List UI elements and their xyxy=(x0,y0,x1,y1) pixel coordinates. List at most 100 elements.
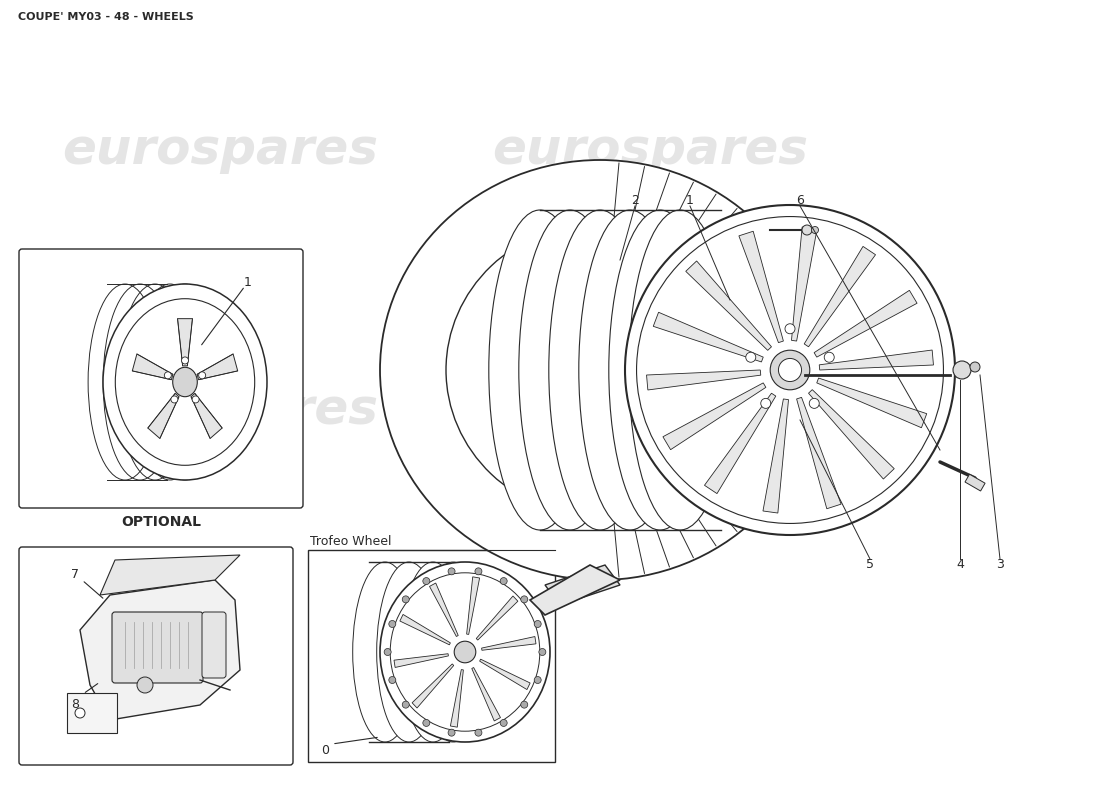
Polygon shape xyxy=(132,354,173,380)
Circle shape xyxy=(535,677,541,683)
Polygon shape xyxy=(739,231,783,342)
Ellipse shape xyxy=(549,210,651,530)
Polygon shape xyxy=(792,227,817,341)
Polygon shape xyxy=(191,394,222,438)
Circle shape xyxy=(448,568,455,575)
Polygon shape xyxy=(429,583,459,637)
Circle shape xyxy=(500,719,507,726)
Circle shape xyxy=(164,372,172,379)
Polygon shape xyxy=(100,555,240,595)
FancyBboxPatch shape xyxy=(112,612,204,683)
Circle shape xyxy=(520,596,528,603)
Ellipse shape xyxy=(103,284,267,480)
Polygon shape xyxy=(394,654,449,667)
Ellipse shape xyxy=(390,573,540,731)
Polygon shape xyxy=(814,290,917,357)
Text: 1: 1 xyxy=(686,194,694,206)
Polygon shape xyxy=(796,398,842,509)
Circle shape xyxy=(637,217,944,523)
Ellipse shape xyxy=(629,210,732,530)
Circle shape xyxy=(810,398,820,408)
Circle shape xyxy=(199,372,206,379)
Polygon shape xyxy=(804,246,876,346)
Polygon shape xyxy=(197,354,238,380)
Circle shape xyxy=(138,677,153,693)
Circle shape xyxy=(785,324,795,334)
Circle shape xyxy=(192,396,199,403)
Polygon shape xyxy=(450,670,463,727)
Text: eurospares: eurospares xyxy=(62,126,378,174)
Circle shape xyxy=(761,398,771,408)
Polygon shape xyxy=(820,350,934,370)
Circle shape xyxy=(388,621,396,627)
Circle shape xyxy=(422,578,430,585)
Ellipse shape xyxy=(173,367,197,397)
Text: 7: 7 xyxy=(72,569,79,582)
Text: 2: 2 xyxy=(631,194,639,206)
Circle shape xyxy=(802,225,812,235)
Ellipse shape xyxy=(579,210,681,530)
Circle shape xyxy=(448,729,455,736)
Ellipse shape xyxy=(400,562,465,742)
Circle shape xyxy=(454,642,476,662)
FancyBboxPatch shape xyxy=(19,249,302,508)
Circle shape xyxy=(535,621,541,627)
Polygon shape xyxy=(817,378,926,428)
Circle shape xyxy=(953,361,971,379)
Ellipse shape xyxy=(446,223,754,517)
Ellipse shape xyxy=(608,210,712,530)
Polygon shape xyxy=(663,383,766,450)
Circle shape xyxy=(824,352,834,362)
Ellipse shape xyxy=(519,210,621,530)
Text: 4: 4 xyxy=(956,558,964,571)
Polygon shape xyxy=(544,565,620,605)
Text: 8: 8 xyxy=(72,698,79,711)
FancyBboxPatch shape xyxy=(308,550,556,762)
Text: OPTIONAL: OPTIONAL xyxy=(121,515,201,529)
Circle shape xyxy=(746,352,756,362)
Text: 1: 1 xyxy=(244,275,252,289)
Polygon shape xyxy=(466,577,480,634)
Ellipse shape xyxy=(488,210,591,530)
Circle shape xyxy=(75,708,85,718)
Polygon shape xyxy=(653,312,763,362)
FancyBboxPatch shape xyxy=(202,612,226,678)
Circle shape xyxy=(970,362,980,372)
Circle shape xyxy=(625,205,955,535)
Ellipse shape xyxy=(379,562,550,742)
Ellipse shape xyxy=(376,562,441,742)
Circle shape xyxy=(403,701,409,708)
Circle shape xyxy=(475,568,482,575)
Circle shape xyxy=(500,578,507,585)
Text: 0: 0 xyxy=(321,743,329,757)
Polygon shape xyxy=(647,370,761,390)
Circle shape xyxy=(475,729,482,736)
Circle shape xyxy=(770,350,810,390)
Bar xyxy=(965,474,986,491)
Text: eurospares: eurospares xyxy=(492,386,808,434)
Ellipse shape xyxy=(379,160,820,580)
Ellipse shape xyxy=(420,562,485,742)
Polygon shape xyxy=(808,390,894,479)
Circle shape xyxy=(384,649,392,655)
Polygon shape xyxy=(476,596,518,640)
Polygon shape xyxy=(412,664,453,708)
FancyBboxPatch shape xyxy=(67,693,117,733)
Text: eurospares: eurospares xyxy=(492,126,808,174)
Polygon shape xyxy=(685,261,771,350)
Text: Trofeo Wheel: Trofeo Wheel xyxy=(310,535,392,548)
Circle shape xyxy=(170,396,178,403)
Circle shape xyxy=(779,358,802,382)
Polygon shape xyxy=(704,394,776,494)
Ellipse shape xyxy=(353,562,417,742)
Polygon shape xyxy=(400,614,450,645)
Circle shape xyxy=(539,649,546,655)
Polygon shape xyxy=(480,659,530,690)
Text: eurospares: eurospares xyxy=(62,386,378,434)
Polygon shape xyxy=(177,318,192,366)
Polygon shape xyxy=(80,580,240,720)
Polygon shape xyxy=(147,394,179,438)
Polygon shape xyxy=(482,637,536,650)
Text: COUPE' MY03 - 48 - WHEELS: COUPE' MY03 - 48 - WHEELS xyxy=(18,12,194,22)
Circle shape xyxy=(388,677,396,683)
